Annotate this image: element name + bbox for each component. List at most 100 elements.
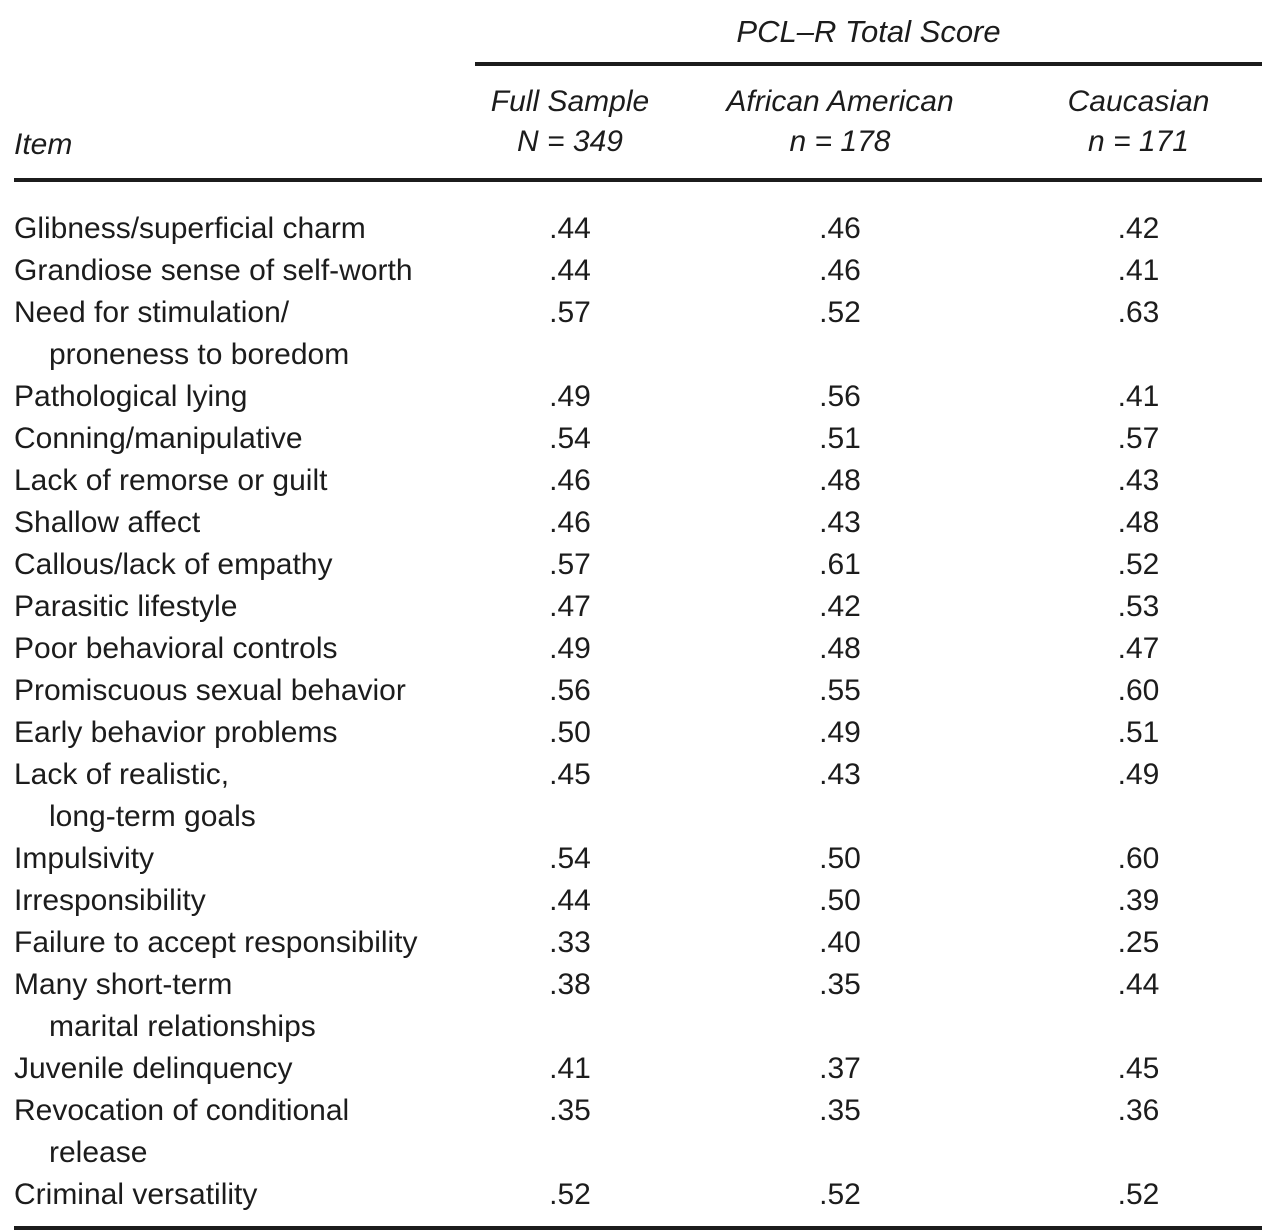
item-label-line: Pathological lying: [14, 380, 248, 413]
value-cell-full-sample: .44: [549, 212, 591, 245]
value-cell-african-american: .40: [819, 926, 861, 959]
item-label-line: Callous/lack of empathy: [14, 548, 333, 581]
item-label-line: Revocation of conditional: [14, 1094, 350, 1127]
value-cell-full-sample: .47: [549, 590, 591, 623]
value-cell-caucasian: .51: [1117, 716, 1160, 749]
value-cell-african-american: .35: [819, 1094, 861, 1127]
value-cell-caucasian: .39: [1117, 884, 1160, 917]
spanner-row: PCL–R Total Score: [14, 8, 1263, 66]
table-header: PCL–R Total Score Item Full Sample N = 3…: [14, 8, 1263, 182]
item-label-line: Poor behavioral controls: [14, 632, 338, 665]
value-cell-caucasian: .41: [1117, 254, 1160, 287]
item-label-line: Need for stimulation/: [14, 296, 290, 329]
value-cell-african-american: .55: [819, 674, 861, 707]
value-cell-full-sample: .33: [549, 926, 591, 959]
value-cell-african-american: .43: [819, 506, 861, 539]
item-cell: Conning/manipulative: [14, 418, 475, 460]
item-cell: Criminal versatility: [14, 1174, 475, 1230]
item-label-line: proneness to boredom: [49, 338, 350, 371]
value-cell-full-sample: .54: [549, 842, 591, 875]
column-sample-size: N = 349: [517, 125, 623, 158]
value-cell-african-american: .37: [819, 1052, 861, 1085]
table-spanner-title: PCL–R Total Score: [475, 8, 1263, 66]
value-cell-full-sample: .45: [549, 758, 591, 791]
item-cell: Parasitic lifestyle: [14, 586, 475, 628]
column-label: Full Sample: [490, 85, 650, 118]
value-cell-caucasian: .45: [1117, 1052, 1160, 1085]
value-cell-african-american: .48: [819, 464, 861, 497]
column-sample-size: n = 178: [789, 125, 891, 158]
value-cell-african-american: .51: [819, 422, 861, 455]
value-cell-caucasian: .25: [1117, 926, 1160, 959]
value-cell-caucasian: .48: [1117, 506, 1160, 539]
item-cell: Early behavior problems: [14, 712, 475, 754]
value-cell-african-american: .42: [819, 590, 861, 623]
item-label-line: Impulsivity: [14, 842, 155, 875]
correlation-table: PCL–R Total Score Item Full Sample N = 3…: [14, 8, 1263, 1230]
value-cell-full-sample: .46: [549, 464, 591, 497]
value-cell-african-american: .50: [819, 884, 861, 917]
table-row: Promiscuous sexual behavior .56 .55 .60: [14, 670, 1262, 712]
item-label-line: Conning/manipulative: [14, 422, 303, 455]
item-cell: Callous/lack of empathy: [14, 544, 475, 586]
value-cell-african-american: .52: [819, 296, 861, 329]
table-row: Irresponsibility .44 .50 .39: [14, 880, 1262, 922]
item-label-line: Parasitic lifestyle: [14, 590, 238, 623]
table-row: Lack of realistic, long-term goals .45 .4…: [14, 754, 1262, 838]
item-label-line: Juvenile delinquency: [14, 1052, 293, 1085]
table-body: Glibness/superficial charm .44 .46 .42 G…: [14, 180, 1263, 1230]
table-row: Impulsivity .54 .50 .60: [14, 838, 1262, 880]
column-sample-size: n = 171: [1088, 125, 1189, 158]
value-cell-full-sample: .52: [475, 1174, 665, 1230]
table-row: Revocation of conditional release .35 .35…: [14, 1090, 1262, 1174]
value-cell-african-american: .61: [819, 548, 861, 581]
value-cell-african-american: .50: [819, 842, 861, 875]
item-label-line: Glibness/superficial charm: [14, 212, 366, 245]
table-row: Criminal versatility .52 .52 .52: [14, 1174, 1263, 1230]
table-row: Grandiose sense of self-worth .44 .46 .4…: [14, 250, 1262, 292]
column-header-full-sample: Full Sample N = 349: [475, 64, 665, 182]
value-cell-african-american: .35: [819, 968, 861, 1001]
item-label-line: Many short-term: [14, 968, 233, 1001]
item-label-line: release: [49, 1136, 148, 1169]
value-cell-caucasian: .52: [1117, 548, 1160, 581]
value-cell-african-american: .49: [819, 716, 861, 749]
item-cell: Poor behavioral controls: [14, 628, 475, 670]
value-cell-caucasian: .36: [1117, 1094, 1160, 1127]
item-cell: Grandiose sense of self-worth: [14, 250, 475, 292]
item-cell: Impulsivity: [14, 838, 475, 880]
item-label-line: Lack of realistic,: [14, 758, 230, 791]
item-cell: Pathological lying: [14, 376, 475, 418]
value-cell-african-american: .46: [819, 254, 861, 287]
value-cell-african-american: .56: [819, 380, 861, 413]
value-cell-caucasian: .60: [1117, 674, 1160, 707]
value-cell-caucasian: .44: [1117, 968, 1160, 1001]
value-cell-full-sample: .57: [549, 548, 591, 581]
value-cell-full-sample: .54: [549, 422, 591, 455]
column-header-caucasian: Caucasian n = 171: [1015, 64, 1263, 182]
column-label: African American: [726, 85, 954, 118]
value-cell-full-sample: .46: [549, 506, 591, 539]
item-label-line: Grandiose sense of self-worth: [14, 254, 413, 287]
table-row: Conning/manipulative .54 .51 .57: [14, 418, 1262, 460]
item-label-line: Shallow affect: [14, 506, 201, 539]
table-row: Parasitic lifestyle .47 .42 .53: [14, 586, 1262, 628]
table-row: Poor behavioral controls .49 .48 .47: [14, 628, 1262, 670]
value-cell-full-sample: .49: [549, 632, 591, 665]
value-cell-caucasian: .43: [1117, 464, 1160, 497]
table-row: Juvenile delinquency .41 .37 .45: [14, 1048, 1262, 1090]
item-cell: Many short-term marital relationships: [14, 964, 475, 1048]
value-cell-african-american: .52: [665, 1174, 1015, 1230]
item-cell: Glibness/superficial charm: [14, 180, 475, 250]
item-cell: Irresponsibility: [14, 880, 475, 922]
value-cell-full-sample: .49: [549, 380, 591, 413]
table-row: Early behavior problems .50 .49 .51: [14, 712, 1262, 754]
item-label-line: Criminal versatility: [14, 1178, 258, 1211]
table-row: Pathological lying .49 .56 .41: [14, 376, 1262, 418]
column-label: Caucasian: [1067, 85, 1210, 118]
item-label-line: Lack of remorse or guilt: [14, 464, 328, 497]
table-row: Shallow affect .46 .43 .48: [14, 502, 1262, 544]
item-cell: Failure to accept responsibility: [14, 922, 475, 964]
value-cell-full-sample: .35: [549, 1094, 591, 1127]
